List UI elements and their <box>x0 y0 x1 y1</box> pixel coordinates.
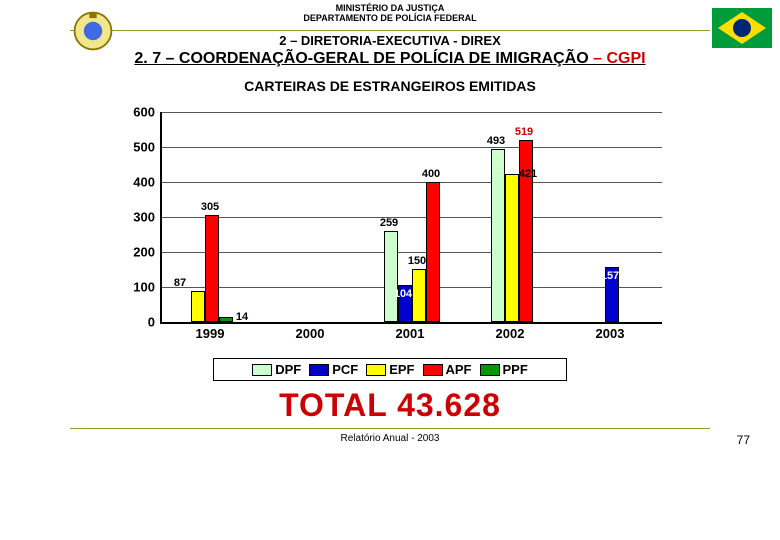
header-divider <box>70 30 710 31</box>
page-header: MINISTÉRIO DA JUSTIÇA DEPARTAMENTO DE PO… <box>0 0 780 24</box>
total-value: TOTAL 43.628 <box>0 387 780 424</box>
y-tick-label: 0 <box>148 314 155 329</box>
x-tick-label: 2002 <box>496 326 525 341</box>
legend-label: EPF <box>389 362 414 377</box>
bar-value-label: 519 <box>515 126 533 138</box>
bar-APF <box>205 215 219 322</box>
legend-item-APF: APF <box>423 362 472 377</box>
bar-DPF <box>491 149 505 322</box>
bar-value-label: 493 <box>487 135 505 147</box>
ministry-line2: DEPARTAMENTO DE POLÍCIA FEDERAL <box>0 14 780 24</box>
bar-value-label: 14 <box>236 311 248 323</box>
legend-label: PCF <box>332 362 358 377</box>
legend-label: PPF <box>503 362 528 377</box>
section-title-red: – CGPI <box>589 50 646 67</box>
bar-chart: 0 100 200 300 400 500 600 1999 2000 2001 2002 2003 8… <box>110 102 670 352</box>
y-tick-label: 600 <box>133 104 155 119</box>
bar-EPF <box>191 291 205 321</box>
bar-value-label: 150 <box>408 255 426 267</box>
y-tick-label: 200 <box>133 244 155 259</box>
footer-divider <box>70 428 710 429</box>
bar-APF <box>519 140 533 322</box>
legend-swatch <box>309 364 329 376</box>
chart-legend: DPF PCF EPF APF PPF <box>213 358 567 381</box>
bar-EPF <box>412 269 426 322</box>
bar-value-label: 421 <box>519 168 537 180</box>
y-tick-label: 100 <box>133 279 155 294</box>
y-tick-label: 400 <box>133 174 155 189</box>
bar-PPF <box>219 317 233 322</box>
brasao-policia-icon <box>70 8 116 54</box>
legend-item-DPF: DPF <box>252 362 301 377</box>
bar-value-label: 104 <box>394 288 412 300</box>
y-tick-label: 300 <box>133 209 155 224</box>
footer-report-label: Relatório Anual - 2003 <box>0 433 780 444</box>
bar-EPF <box>505 174 519 321</box>
section-number: 2 – DIRETORIA-EXECUTIVA - DIREX <box>0 33 780 48</box>
section-title-black: 2. 7 – COORDENAÇÃO-GERAL DE POLÍCIA DE I… <box>134 50 588 67</box>
bar-value-label: 305 <box>201 201 219 213</box>
x-tick-label: 2003 <box>596 326 625 341</box>
legend-swatch <box>252 364 272 376</box>
bar-value-label: 157 <box>601 270 619 282</box>
x-tick-label: 2000 <box>296 326 325 341</box>
chart-title: CARTEIRAS DE ESTRANGEIROS EMITIDAS <box>0 78 780 94</box>
legend-item-PCF: PCF <box>309 362 358 377</box>
legend-swatch <box>423 364 443 376</box>
bar-value-label: 259 <box>380 217 398 229</box>
y-tick-label: 500 <box>133 139 155 154</box>
legend-swatch <box>366 364 386 376</box>
bar-value-label: 87 <box>174 277 186 289</box>
page-footer: Relatório Anual - 2003 77 <box>0 433 780 444</box>
x-tick-label: 2001 <box>396 326 425 341</box>
bar-value-label: 400 <box>422 168 440 180</box>
legend-item-PPF: PPF <box>480 362 528 377</box>
legend-label: DPF <box>275 362 301 377</box>
legend-label: APF <box>446 362 472 377</box>
bar-APF <box>426 182 440 322</box>
section-title: 2. 7 – COORDENAÇÃO-GERAL DE POLÍCIA DE I… <box>60 50 720 68</box>
brazil-flag-icon <box>712 8 772 48</box>
bar-DPF <box>384 231 398 322</box>
page-number: 77 <box>737 433 750 447</box>
x-tick-label: 1999 <box>196 326 225 341</box>
legend-swatch <box>480 364 500 376</box>
legend-item-EPF: EPF <box>366 362 414 377</box>
